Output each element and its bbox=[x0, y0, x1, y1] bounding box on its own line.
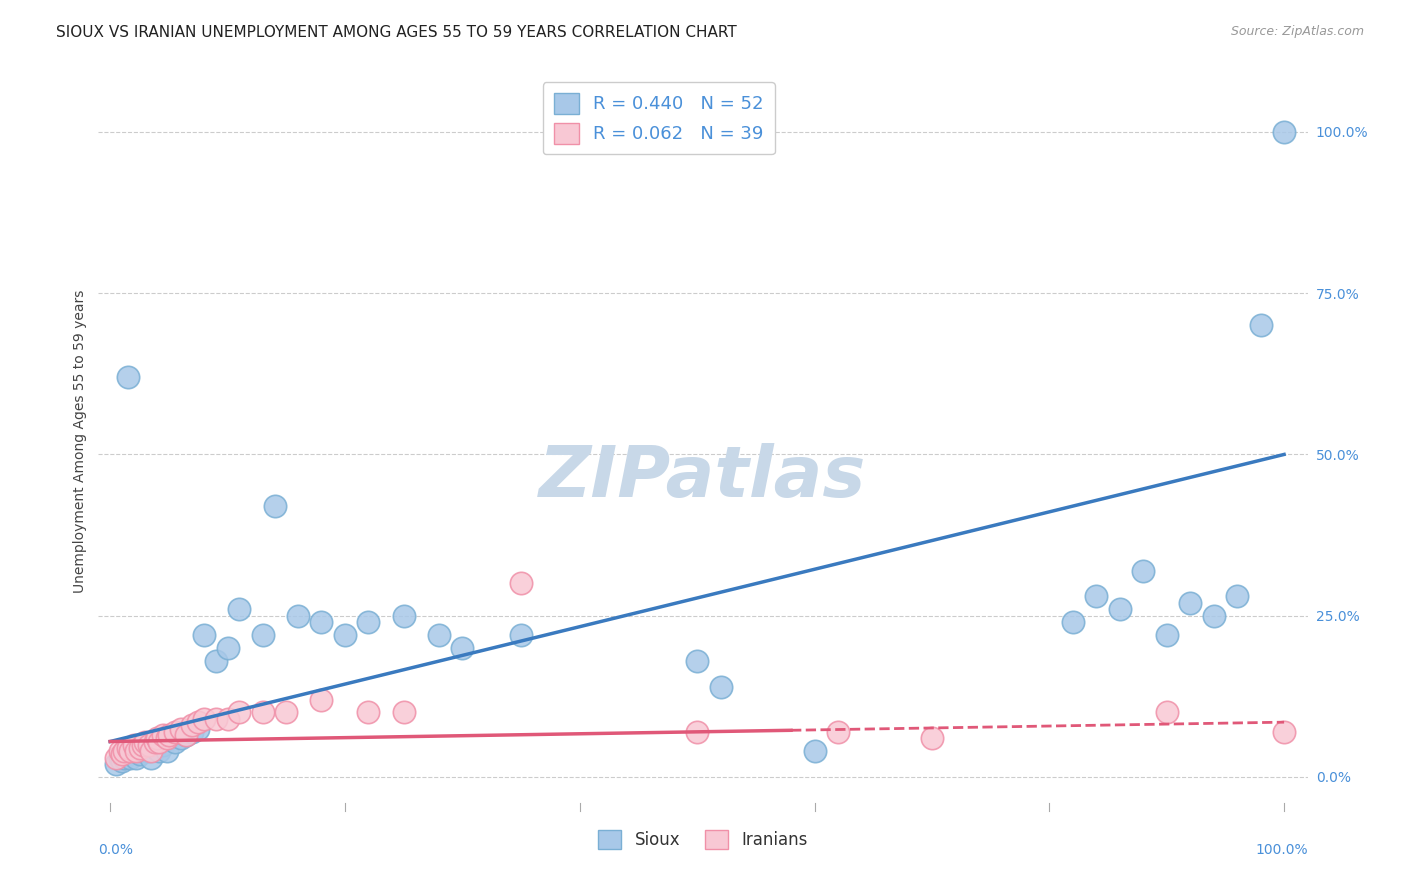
Point bbox=[148, 744, 170, 758]
Point bbox=[117, 370, 139, 384]
Point bbox=[803, 744, 825, 758]
Point bbox=[108, 750, 131, 764]
Point bbox=[143, 734, 166, 748]
Point bbox=[311, 615, 333, 630]
Point bbox=[128, 747, 150, 762]
Point bbox=[120, 744, 142, 758]
Point bbox=[427, 628, 450, 642]
Point bbox=[1085, 590, 1108, 604]
Point bbox=[146, 738, 169, 752]
Point bbox=[1250, 318, 1272, 333]
Point bbox=[1062, 615, 1084, 630]
Point bbox=[138, 738, 160, 752]
Point bbox=[252, 706, 274, 720]
Point bbox=[1132, 564, 1154, 578]
Point bbox=[1180, 596, 1202, 610]
Point bbox=[152, 738, 174, 752]
Point bbox=[132, 744, 155, 758]
Point bbox=[1272, 724, 1295, 739]
Point bbox=[169, 731, 191, 746]
Y-axis label: Unemployment Among Ages 55 to 59 years: Unemployment Among Ages 55 to 59 years bbox=[73, 290, 87, 593]
Point bbox=[111, 754, 134, 768]
Text: ZIPatlas: ZIPatlas bbox=[540, 443, 866, 512]
Point bbox=[132, 738, 155, 752]
Point bbox=[155, 744, 177, 758]
Point bbox=[111, 747, 134, 762]
Text: 100.0%: 100.0% bbox=[1256, 843, 1308, 856]
Point bbox=[134, 738, 156, 752]
Point bbox=[128, 741, 150, 756]
Point bbox=[287, 608, 309, 623]
Point bbox=[146, 731, 169, 746]
Point bbox=[204, 712, 226, 726]
Point bbox=[333, 628, 356, 642]
Point bbox=[125, 750, 148, 764]
Point bbox=[357, 615, 380, 630]
Point bbox=[134, 734, 156, 748]
Point bbox=[392, 706, 415, 720]
Point bbox=[228, 706, 250, 720]
Point bbox=[152, 728, 174, 742]
Point bbox=[120, 750, 142, 764]
Point bbox=[181, 718, 204, 732]
Point bbox=[263, 499, 285, 513]
Legend: Sioux, Iranians: Sioux, Iranians bbox=[591, 823, 815, 856]
Point bbox=[141, 744, 163, 758]
Point bbox=[311, 692, 333, 706]
Point bbox=[193, 628, 215, 642]
Text: Source: ZipAtlas.com: Source: ZipAtlas.com bbox=[1230, 25, 1364, 38]
Point bbox=[169, 722, 191, 736]
Point bbox=[122, 738, 145, 752]
Point bbox=[108, 744, 131, 758]
Point bbox=[1108, 602, 1130, 616]
Point bbox=[193, 712, 215, 726]
Point bbox=[122, 744, 145, 758]
Point bbox=[143, 741, 166, 756]
Point bbox=[148, 734, 170, 748]
Point bbox=[710, 680, 733, 694]
Point bbox=[157, 731, 180, 746]
Point bbox=[112, 750, 135, 764]
Point bbox=[105, 757, 128, 772]
Point bbox=[125, 744, 148, 758]
Point bbox=[181, 724, 204, 739]
Point bbox=[392, 608, 415, 623]
Point bbox=[204, 654, 226, 668]
Point bbox=[163, 734, 186, 748]
Point bbox=[252, 628, 274, 642]
Point bbox=[1156, 628, 1178, 642]
Point bbox=[217, 712, 239, 726]
Point bbox=[176, 728, 198, 742]
Point bbox=[921, 731, 943, 746]
Point bbox=[510, 576, 533, 591]
Point bbox=[510, 628, 533, 642]
Point bbox=[163, 724, 186, 739]
Point bbox=[1202, 608, 1225, 623]
Point bbox=[117, 747, 139, 762]
Point bbox=[451, 640, 474, 655]
Point bbox=[187, 722, 209, 736]
Point bbox=[827, 724, 849, 739]
Point bbox=[276, 706, 298, 720]
Point bbox=[686, 724, 709, 739]
Text: SIOUX VS IRANIAN UNEMPLOYMENT AMONG AGES 55 TO 59 YEARS CORRELATION CHART: SIOUX VS IRANIAN UNEMPLOYMENT AMONG AGES… bbox=[56, 25, 737, 40]
Point bbox=[357, 706, 380, 720]
Point bbox=[187, 715, 209, 730]
Point bbox=[155, 731, 177, 746]
Point bbox=[686, 654, 709, 668]
Point bbox=[117, 741, 139, 756]
Point bbox=[141, 750, 163, 764]
Point bbox=[138, 744, 160, 758]
Point bbox=[157, 728, 180, 742]
Point bbox=[176, 728, 198, 742]
Text: 0.0%: 0.0% bbox=[98, 843, 134, 856]
Point bbox=[1156, 706, 1178, 720]
Point bbox=[1226, 590, 1249, 604]
Point bbox=[1272, 125, 1295, 139]
Point bbox=[228, 602, 250, 616]
Point bbox=[105, 750, 128, 764]
Point bbox=[217, 640, 239, 655]
Point bbox=[112, 744, 135, 758]
